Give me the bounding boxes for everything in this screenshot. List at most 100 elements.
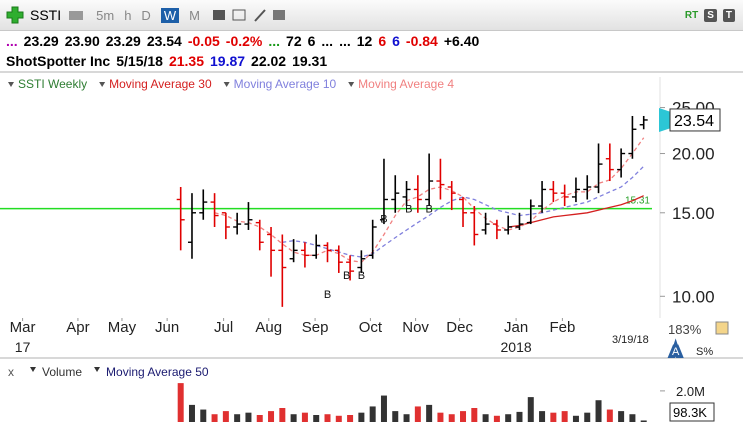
legend-entry: Volume bbox=[42, 365, 82, 379]
toolbar: SSTI 5m h D W M RT S T bbox=[0, 0, 743, 31]
quote-item: ... bbox=[268, 33, 281, 49]
volume-bar bbox=[313, 415, 320, 422]
quote-item: 6 bbox=[307, 33, 316, 49]
period[interactable]: W bbox=[160, 8, 180, 23]
period[interactable]: M bbox=[189, 8, 200, 23]
volume-bar bbox=[448, 414, 455, 422]
tool-icons[interactable] bbox=[211, 7, 301, 23]
x-tick-label: Apr bbox=[66, 319, 89, 336]
volume-bar bbox=[245, 412, 252, 422]
quote-item: 23.29 bbox=[23, 33, 59, 49]
legend-arrow bbox=[94, 367, 101, 372]
annotation: B bbox=[343, 270, 350, 282]
y-tick-label: 15.00 bbox=[672, 204, 715, 223]
year-label: 17 bbox=[15, 339, 31, 355]
volume-bar bbox=[234, 414, 241, 422]
info-item: 19.87 bbox=[210, 53, 246, 69]
volume-label: 98.3K bbox=[673, 405, 707, 420]
volume-bar bbox=[505, 414, 512, 422]
annotation: B bbox=[405, 204, 412, 216]
legend-arrow bbox=[223, 82, 230, 87]
x-tick-label: Aug bbox=[255, 319, 282, 336]
info-item: 22.02 bbox=[251, 53, 287, 69]
volume-bar bbox=[460, 411, 467, 422]
x-tick-label: Nov bbox=[402, 319, 429, 336]
date-label: 3/19/18 bbox=[612, 334, 649, 346]
price-marker bbox=[659, 107, 671, 132]
quote-item: 6 bbox=[378, 33, 387, 49]
horizontal-line-label: 15.31 bbox=[625, 196, 650, 207]
volume-bar bbox=[550, 412, 557, 422]
legend-arrow bbox=[8, 82, 14, 87]
toolbar-button: S bbox=[704, 8, 717, 22]
print-icon[interactable] bbox=[67, 8, 85, 22]
moving-average bbox=[214, 137, 645, 263]
toolbar-button: T bbox=[722, 8, 735, 22]
scale-button: A bbox=[672, 346, 680, 358]
quote-item: -0.2% bbox=[225, 33, 263, 49]
volume-bar bbox=[347, 415, 354, 422]
period[interactable]: 5m bbox=[96, 8, 115, 23]
info-line: ShotSpotter Inc 5/15/18 21.35 19.87 22.02 19.… bbox=[6, 53, 333, 69]
legend-entry: Moving Average 4 bbox=[358, 77, 454, 91]
volume-bar bbox=[290, 414, 297, 422]
info-item: 5/15/18 bbox=[116, 53, 163, 69]
quote-item: 6 bbox=[392, 33, 400, 49]
symbol[interactable]: SSTI bbox=[30, 7, 62, 23]
legend-entry: Moving Average 50 bbox=[106, 365, 209, 379]
quote-item: -0.05 bbox=[187, 33, 220, 49]
toolbar-button: RT bbox=[684, 9, 699, 21]
volume-bar bbox=[335, 415, 342, 422]
quote-item: +6.40 bbox=[443, 33, 480, 49]
quote-item: ... bbox=[321, 33, 334, 49]
legend-entry: Moving Average 10 bbox=[234, 77, 337, 91]
last-price: 23.54 bbox=[674, 113, 714, 130]
toolbar-right: RT S T bbox=[679, 8, 735, 22]
year-label: 2018 bbox=[501, 339, 532, 355]
volume-bar bbox=[200, 409, 207, 422]
volume-bar bbox=[369, 406, 376, 422]
x-tick-label: Sep bbox=[302, 319, 329, 336]
annotation: B bbox=[425, 204, 432, 216]
y-tick-label: 20.00 bbox=[672, 145, 715, 164]
volume-bar bbox=[640, 420, 647, 422]
quote-item: ... bbox=[6, 33, 18, 49]
volume-bar bbox=[256, 415, 263, 422]
info-item: 21.35 bbox=[168, 53, 204, 69]
period[interactable]: D bbox=[141, 8, 151, 23]
volume-bar bbox=[358, 412, 365, 422]
add-icon[interactable] bbox=[4, 4, 26, 26]
volume-bar bbox=[426, 404, 433, 422]
x-tick-label: Mar bbox=[10, 319, 36, 336]
volume-bar bbox=[572, 415, 579, 422]
volume-bar bbox=[493, 415, 500, 422]
volume-bar bbox=[392, 411, 399, 422]
y-tick-label: 2.0M bbox=[676, 384, 705, 399]
annotation: B bbox=[324, 289, 331, 301]
price-box bbox=[669, 108, 721, 132]
quote-item: 23.29 bbox=[105, 33, 141, 49]
y-tick-label: 25.00 bbox=[672, 99, 715, 118]
period[interactable]: h bbox=[124, 8, 132, 23]
volume-bar bbox=[561, 411, 568, 422]
legend-arrow bbox=[30, 367, 36, 372]
volume-bar bbox=[268, 411, 275, 422]
volume-bar bbox=[188, 404, 195, 422]
y-tick-label: 10.00 bbox=[672, 287, 715, 306]
annotation: B bbox=[380, 213, 387, 225]
volume-bar bbox=[403, 414, 410, 422]
volume-bar bbox=[177, 383, 184, 422]
legend-entry: Moving Average 30 bbox=[109, 77, 212, 91]
volume-bar bbox=[211, 414, 218, 422]
volume-bar bbox=[629, 414, 636, 422]
volume-bar bbox=[539, 411, 546, 422]
quote-item: 23.54 bbox=[146, 33, 182, 49]
volume-bar bbox=[618, 411, 625, 422]
x-tick-label: May bbox=[108, 319, 137, 336]
x-tick-label: Dec bbox=[446, 319, 473, 336]
x-tick-label: Oct bbox=[359, 319, 383, 336]
volume-bar bbox=[516, 411, 523, 422]
info-item: ShotSpotter Inc bbox=[6, 53, 111, 69]
annotation: B bbox=[358, 270, 365, 282]
volume-box bbox=[669, 402, 715, 422]
